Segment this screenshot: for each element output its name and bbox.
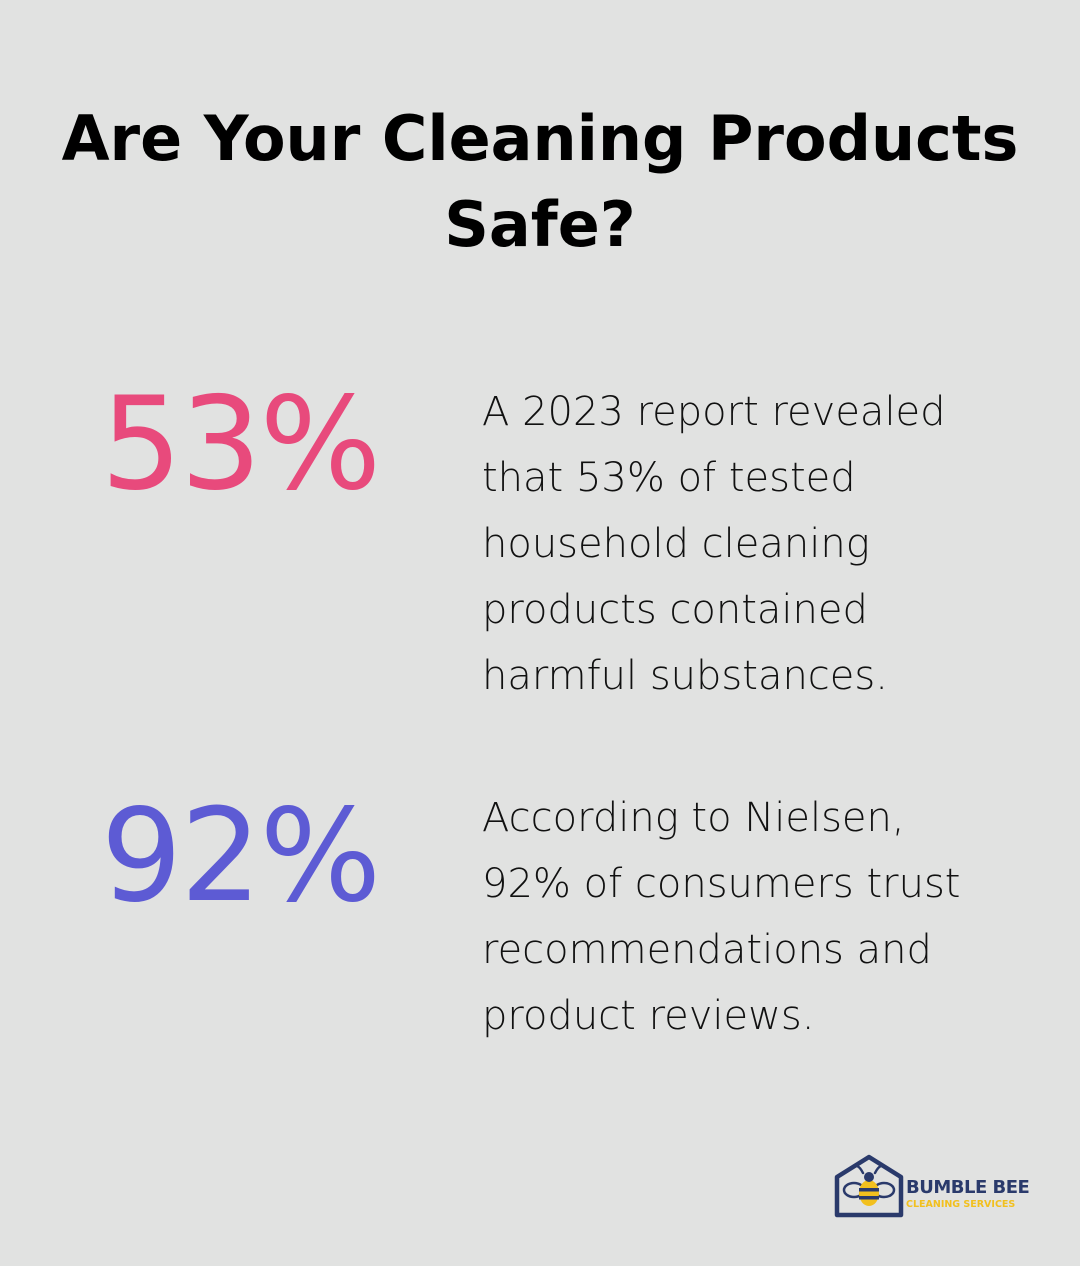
title-line-1: Are Your Cleaning Products <box>61 102 1019 175</box>
brand-name: BUMBLE BEE <box>906 1177 1030 1198</box>
stat-description: According to Nielsen, 92% of consumers t… <box>482 785 1052 1049</box>
stat-description: A 2023 report revealed that 53% of teste… <box>482 379 1052 709</box>
stat-description-line: recommendations and <box>482 927 932 973</box>
page-title: Are Your Cleaning Products Safe? <box>40 96 1040 268</box>
stat-value: 53% <box>100 370 382 519</box>
stat-description-line: harmful substances. <box>482 653 888 699</box>
stat-description-line: that 53% of tested <box>482 455 856 501</box>
stat-description-line: household cleaning <box>482 521 870 567</box>
stat-description-line: A 2023 report revealed <box>482 389 946 435</box>
stat-description-line: According to Nielsen, <box>482 795 905 841</box>
stat-description-line: product reviews. <box>482 993 815 1039</box>
bee-house-icon <box>834 1154 904 1218</box>
stat-description-line: products contained <box>482 587 868 633</box>
title-line-2: Safe? <box>444 188 636 261</box>
brand-logo: BUMBLE BEE CLEANING SERVICES <box>833 1153 1043 1219</box>
stat-description-line: 92% of consumers trust <box>482 861 961 907</box>
stat-value: 92% <box>100 782 382 931</box>
brand-tagline: CLEANING SERVICES <box>906 1199 1016 1210</box>
